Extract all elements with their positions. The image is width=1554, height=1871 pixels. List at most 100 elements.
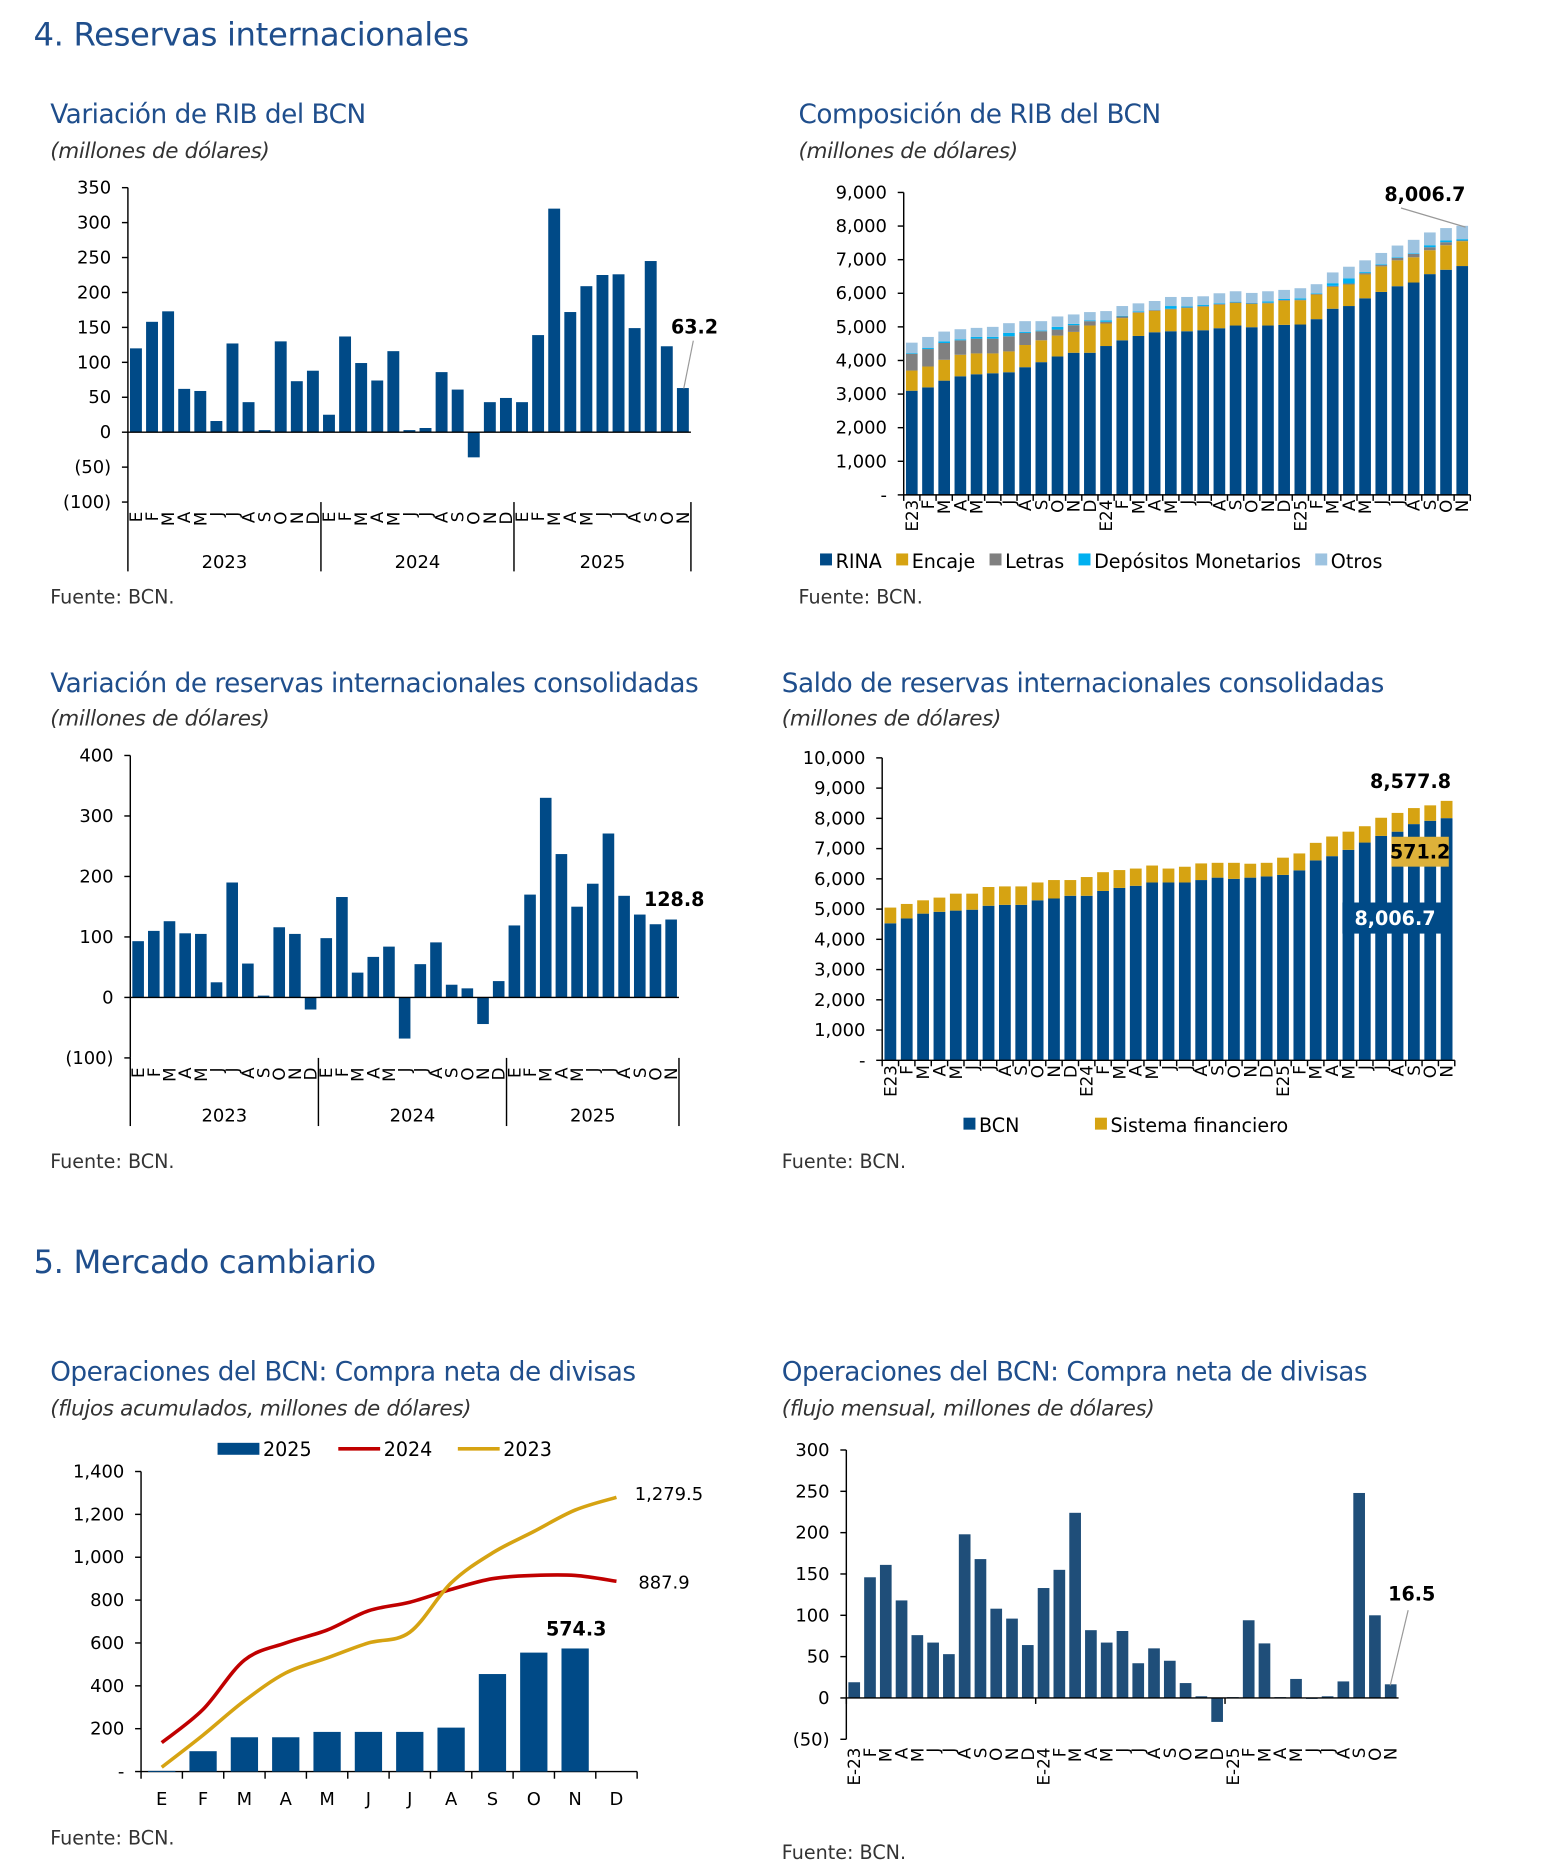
bar — [231, 1737, 258, 1771]
bar — [943, 1654, 955, 1698]
bar-segment-letras — [1343, 284, 1355, 285]
bar — [305, 997, 317, 1009]
y-tick-label: 200 — [795, 1523, 829, 1544]
y-tick-label: (50) — [793, 1729, 830, 1750]
bar-segment-otros — [1246, 293, 1258, 303]
bar-segment-sistema-financiero — [1261, 863, 1273, 877]
x-tick-label: A — [445, 1789, 458, 1810]
bar-segment-rina — [938, 381, 950, 495]
bar-segment-encaje — [1019, 345, 1031, 367]
bar-segment-encaje — [1343, 285, 1355, 307]
bar-segment-bcn — [1195, 880, 1207, 1060]
bar-segment-letras — [1359, 273, 1371, 274]
bar-segment-bcn — [1277, 875, 1289, 1060]
bar — [352, 973, 364, 998]
bar — [634, 915, 646, 998]
x-tick-label: A — [280, 1789, 293, 1810]
bar — [959, 1534, 971, 1698]
y-tick-label: 5,000 — [836, 317, 887, 338]
year-label: 2025 — [580, 552, 626, 573]
bar-segment-depósitos-monetarios — [1100, 320, 1112, 321]
bar-segment-sistema-financiero — [1244, 864, 1256, 878]
bar — [227, 343, 239, 432]
bar-segment-encaje — [1133, 313, 1145, 336]
bar-segment-depósitos-monetarios — [1003, 333, 1015, 336]
bar-segment-letras — [1100, 322, 1112, 324]
bar-segment-sistema-financiero — [1130, 869, 1142, 886]
legend-label: Otros — [1331, 550, 1383, 573]
bar-segment-otros — [1392, 246, 1404, 258]
bar — [289, 934, 301, 998]
bar-segment-sistema-financiero — [950, 894, 962, 911]
bar-segment-otros — [1278, 290, 1290, 299]
bar-segment-encaje — [1392, 260, 1404, 286]
bar — [291, 381, 303, 432]
bar — [194, 391, 206, 432]
legend-label: Sistema financiero — [1111, 1114, 1289, 1137]
bar — [307, 371, 319, 432]
bar-segment-sistema-financiero — [1114, 870, 1126, 888]
bar — [618, 896, 630, 998]
chart-1: 9,0008,0007,0006,0005,0004,0003,0002,000… — [820, 182, 1472, 572]
bar — [1006, 1619, 1018, 1698]
bar-segment-encaje — [1327, 287, 1339, 309]
y-tick-label: 2,000 — [836, 418, 887, 439]
y-tick-label: 2,000 — [814, 990, 865, 1011]
bar-segment-sistema-financiero — [1146, 866, 1158, 883]
bar — [436, 372, 448, 432]
bar-segment-letras — [1230, 302, 1242, 303]
bar — [493, 981, 505, 997]
bar-segment-sistema-financiero — [917, 900, 929, 913]
bar — [132, 941, 144, 997]
bar-segment-bcn — [1048, 899, 1060, 1061]
bar — [561, 1648, 588, 1771]
bar — [587, 884, 599, 998]
y-tick-label: 300 — [79, 806, 113, 827]
bar-segment-encaje — [1214, 305, 1226, 329]
bar-segment-otros — [1181, 297, 1193, 306]
bar — [848, 1682, 860, 1698]
y-tick-label: 150 — [795, 1564, 829, 1585]
bar-segment-depósitos-monetarios — [1133, 311, 1145, 312]
bar — [146, 322, 158, 432]
bar-segment-sistema-financiero — [1310, 843, 1322, 861]
data-label: 63.2 — [671, 316, 718, 339]
legend-label: 2023 — [503, 1438, 552, 1461]
bar — [468, 432, 480, 457]
bar-segment-bcn — [1359, 843, 1371, 1061]
y-tick-label: 0 — [818, 1688, 829, 1709]
bar-segment-letras — [1133, 312, 1145, 313]
bar — [645, 261, 657, 432]
year-label: 2023 — [202, 552, 248, 573]
bar-segment-letras — [1456, 241, 1468, 242]
bar-segment-letras — [1165, 309, 1177, 310]
bar-segment-rina — [1133, 336, 1145, 495]
y-tick-label: 9,000 — [814, 778, 865, 799]
bar-segment-depósitos-monetarios — [1392, 257, 1404, 258]
bar-segment-depósitos-monetarios — [1295, 298, 1307, 299]
y-tick-label: 1,200 — [73, 1504, 124, 1525]
bar-segment-otros — [906, 343, 918, 353]
leader-line — [1401, 208, 1466, 227]
y-tick-label: 400 — [90, 1676, 124, 1697]
bar-segment-otros — [1149, 301, 1161, 310]
bar-segment-sistema-financiero — [1375, 818, 1387, 836]
bar — [975, 1559, 987, 1698]
line-series-2024 — [162, 1575, 617, 1743]
bar-segment-depósitos-monetarios — [938, 341, 950, 343]
bar — [1243, 1620, 1255, 1698]
bar-segment-otros — [1327, 272, 1339, 283]
bar-segment-sistema-financiero — [1359, 826, 1371, 842]
bar-segment-rina — [1278, 325, 1290, 495]
bar-segment-sistema-financiero — [983, 887, 995, 906]
bar-segment-bcn — [901, 918, 913, 1060]
year-label: 2023 — [202, 1105, 248, 1126]
bar — [580, 286, 592, 432]
bar — [430, 942, 442, 997]
bar-segment-rina — [1116, 340, 1128, 495]
bar — [396, 1732, 423, 1772]
y-tick-label: (50) — [74, 457, 111, 478]
bar-segment-rina — [1035, 362, 1047, 495]
x-tick-label: D — [610, 1789, 624, 1810]
bar — [597, 275, 609, 432]
